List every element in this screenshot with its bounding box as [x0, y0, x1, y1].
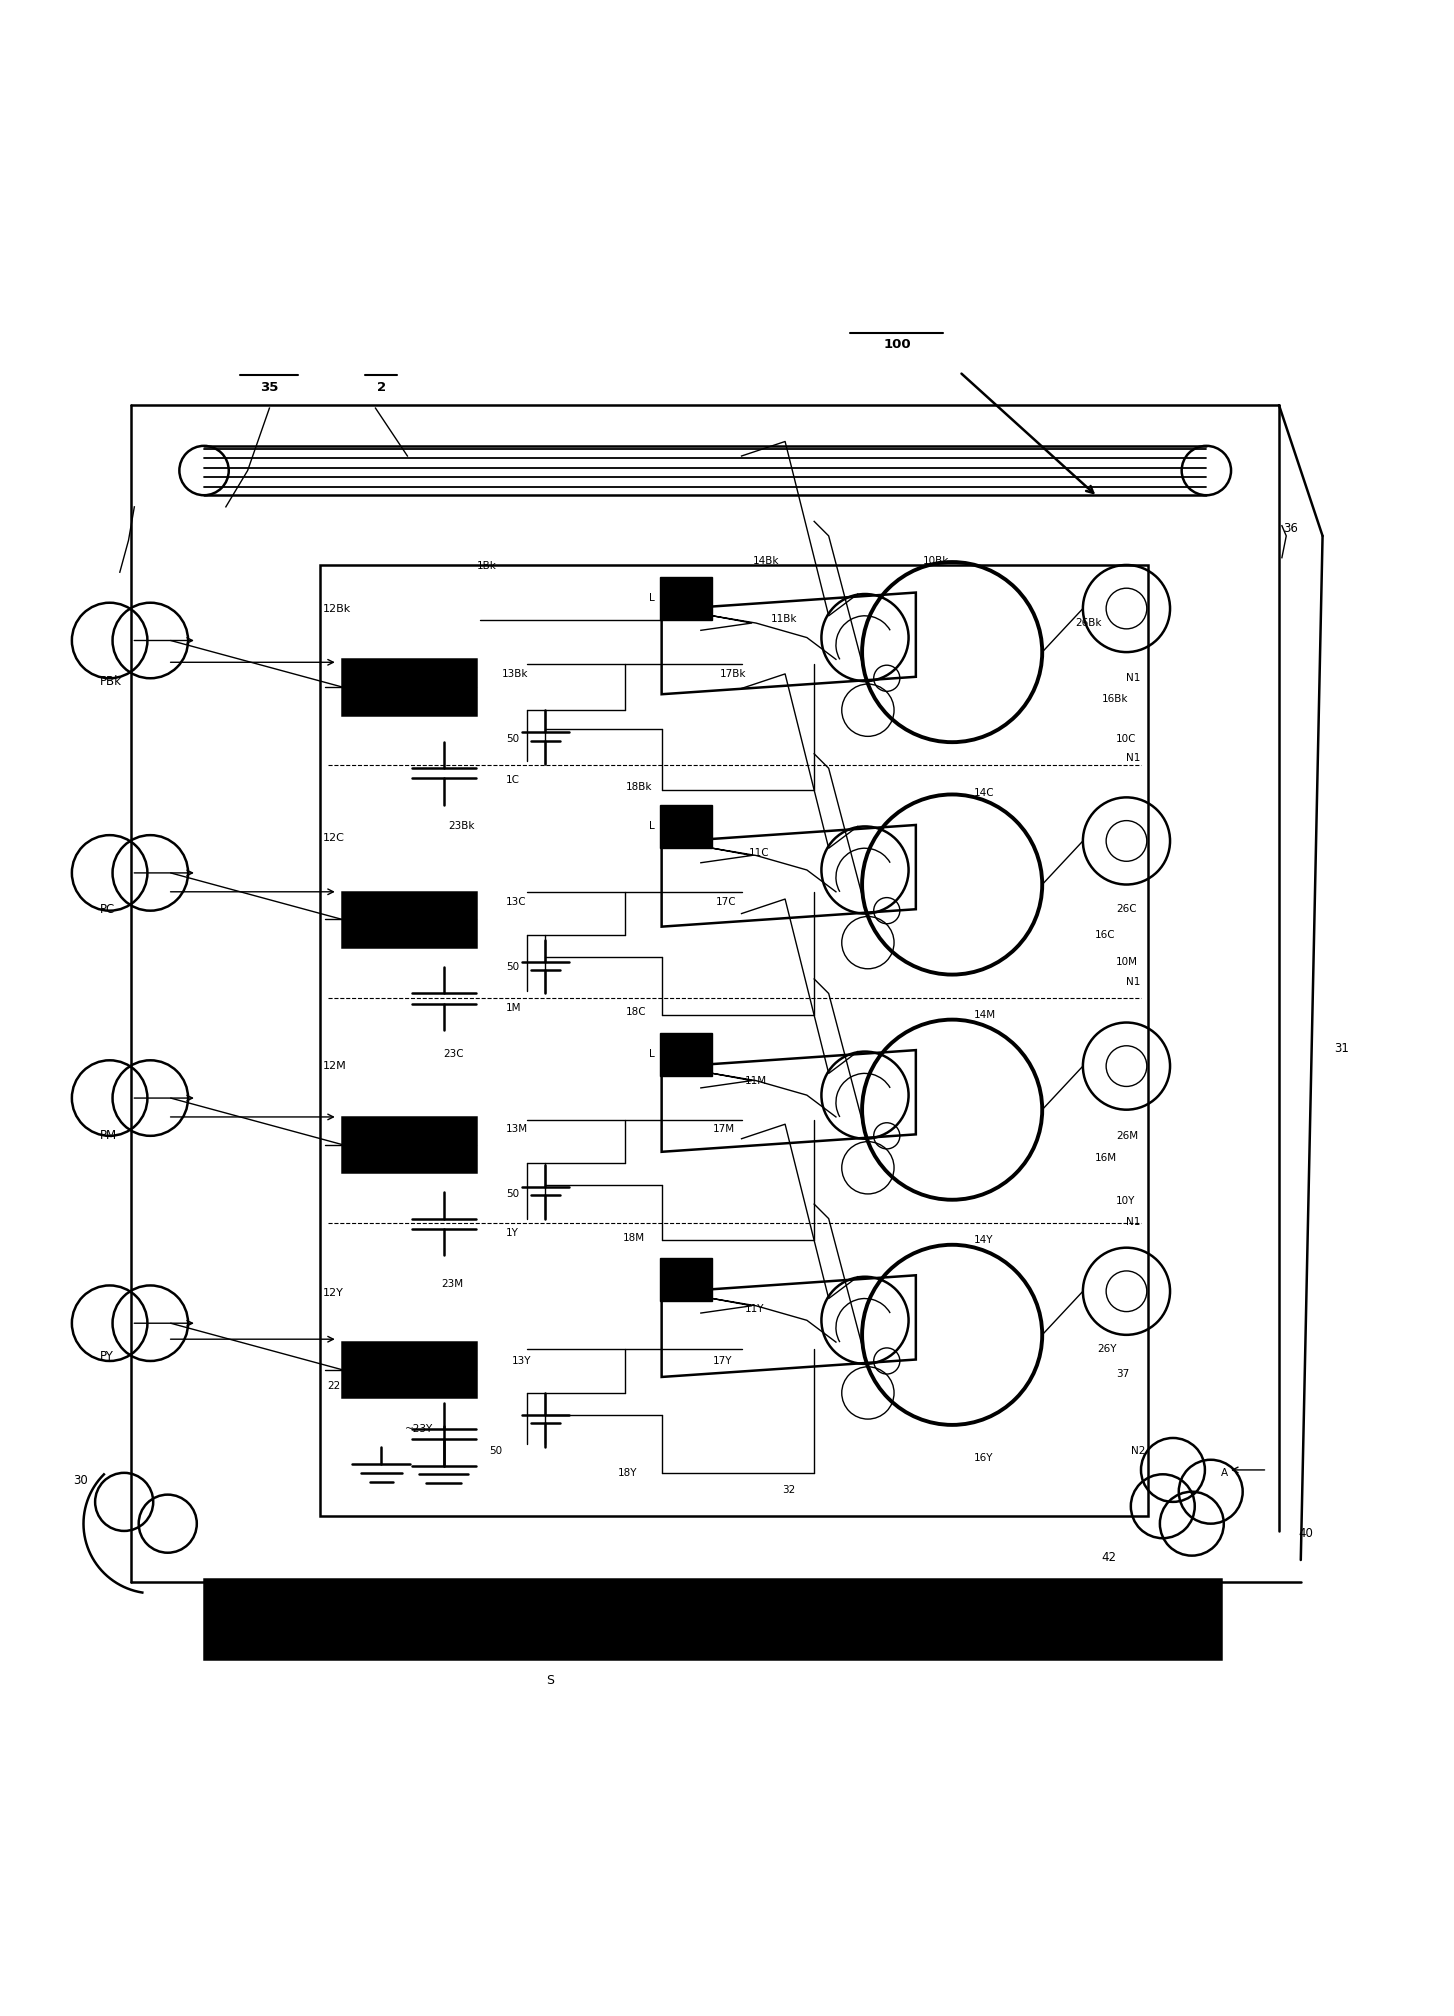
Text: PM: PM — [99, 1129, 116, 1143]
Text: 23M: 23M — [441, 1278, 462, 1288]
Text: 36: 36 — [1284, 522, 1298, 534]
Text: L: L — [669, 1274, 675, 1284]
Text: 37: 37 — [1117, 1369, 1130, 1379]
Text: 23C: 23C — [443, 1050, 464, 1060]
Bar — [660, 1258, 712, 1302]
Text: 1C: 1C — [506, 774, 521, 784]
Text: 100: 100 — [883, 337, 910, 351]
Text: L: L — [669, 1050, 675, 1060]
Bar — [342, 659, 475, 714]
Text: L: L — [648, 821, 654, 831]
Text: 10M: 10M — [1117, 956, 1138, 966]
Text: L: L — [669, 821, 675, 831]
Bar — [342, 891, 475, 948]
Text: 14C: 14C — [974, 788, 995, 798]
Text: 26Bk: 26Bk — [1076, 619, 1102, 629]
Text: 16Y: 16Y — [974, 1454, 993, 1464]
Text: 14Bk: 14Bk — [753, 556, 779, 566]
Bar — [342, 1117, 475, 1171]
Text: 1Y: 1Y — [506, 1228, 519, 1238]
Text: PC: PC — [99, 903, 115, 915]
Text: 50: 50 — [506, 1189, 519, 1200]
Text: N1: N1 — [1127, 673, 1141, 683]
Text: N1: N1 — [1127, 754, 1141, 764]
Text: 13Bk: 13Bk — [502, 669, 528, 679]
Bar — [660, 577, 712, 621]
Text: 12C: 12C — [323, 833, 345, 843]
Text: 16C: 16C — [1095, 929, 1115, 939]
Text: 50: 50 — [489, 1445, 502, 1456]
Text: 11M: 11M — [744, 1077, 766, 1087]
Text: 18M: 18M — [622, 1232, 644, 1242]
Text: 1M: 1M — [506, 1004, 522, 1012]
Text: L: L — [669, 593, 675, 603]
Text: 17C: 17C — [715, 897, 736, 907]
Text: A: A — [1221, 1468, 1229, 1478]
Text: 16M: 16M — [1095, 1153, 1117, 1163]
Text: 17M: 17M — [712, 1123, 734, 1133]
Text: 14M: 14M — [974, 1010, 996, 1020]
Text: 32: 32 — [782, 1486, 795, 1496]
Bar — [320, 564, 1149, 1516]
Text: 35: 35 — [260, 381, 279, 395]
Text: N1: N1 — [1127, 1216, 1141, 1226]
Bar — [342, 1343, 475, 1397]
Text: 18Bk: 18Bk — [625, 782, 651, 792]
Bar — [660, 804, 712, 849]
Text: N1: N1 — [1127, 978, 1141, 988]
Text: L: L — [648, 593, 654, 603]
Text: 31: 31 — [1335, 1042, 1349, 1054]
Text: ~23Y: ~23Y — [404, 1423, 433, 1433]
Text: PBk: PBk — [99, 675, 122, 687]
Text: 26M: 26M — [1117, 1131, 1138, 1141]
Text: 11Y: 11Y — [744, 1304, 763, 1314]
Text: 30: 30 — [73, 1474, 89, 1486]
Text: 16Bk: 16Bk — [1102, 694, 1128, 704]
Text: 13Y: 13Y — [512, 1357, 532, 1367]
Text: 18C: 18C — [625, 1008, 646, 1018]
Text: 10Y: 10Y — [1117, 1195, 1136, 1206]
Text: 12Bk: 12Bk — [323, 603, 352, 613]
Text: 12Y: 12Y — [323, 1288, 345, 1298]
Text: 17Bk: 17Bk — [720, 669, 746, 679]
Text: 22: 22 — [327, 1381, 340, 1391]
Bar — [204, 1579, 1221, 1659]
Text: 18Y: 18Y — [618, 1468, 637, 1478]
Text: 23Bk: 23Bk — [448, 821, 474, 831]
Text: 10Bk: 10Bk — [923, 556, 949, 566]
Text: 10C: 10C — [1117, 734, 1137, 744]
Text: 14Y: 14Y — [974, 1236, 993, 1246]
Text: 17Y: 17Y — [712, 1357, 731, 1367]
Text: 26Y: 26Y — [1098, 1345, 1117, 1355]
Text: N2: N2 — [1131, 1445, 1146, 1456]
Text: 40: 40 — [1298, 1528, 1313, 1540]
Text: 1Bk: 1Bk — [477, 560, 497, 571]
Text: 2: 2 — [377, 381, 385, 395]
Text: 50: 50 — [506, 962, 519, 972]
Text: PY: PY — [99, 1351, 113, 1363]
Text: 12M: 12M — [323, 1060, 348, 1070]
Text: 26C: 26C — [1117, 905, 1137, 913]
Text: S: S — [545, 1673, 554, 1687]
Text: 42: 42 — [1102, 1550, 1117, 1564]
Text: 50: 50 — [506, 734, 519, 744]
Text: 11C: 11C — [749, 847, 769, 857]
Bar — [660, 1032, 712, 1077]
Text: 11Bk: 11Bk — [771, 613, 797, 623]
Text: L: L — [648, 1050, 654, 1060]
Text: 41: 41 — [785, 1647, 800, 1661]
Text: 13M: 13M — [506, 1123, 528, 1133]
Text: 13C: 13C — [506, 897, 526, 907]
